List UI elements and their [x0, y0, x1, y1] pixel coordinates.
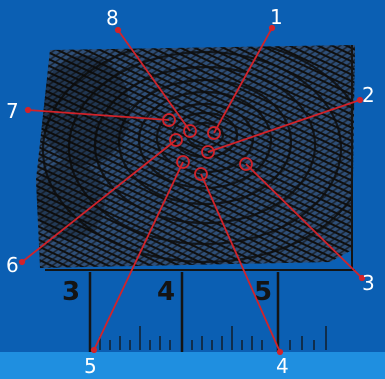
ruler-label-3: 3: [62, 277, 80, 307]
minutia-marker-6: [169, 133, 183, 147]
callout-label-3: 3: [362, 271, 375, 295]
ruler-label-4: 4: [157, 277, 175, 307]
leader-lines: [18, 24, 366, 356]
callout-label-6: 6: [6, 253, 19, 277]
callout-label-4: 4: [276, 354, 289, 378]
leader-line-6: [21, 139, 177, 263]
leader-line-7: [27, 109, 170, 121]
leader-line-2: [207, 99, 361, 153]
leader-line-8: [117, 29, 191, 132]
leader-line-4: [200, 173, 281, 353]
leader-line-3: [245, 163, 363, 279]
callout-label-5: 5: [84, 354, 97, 378]
minutia-marker-4: [194, 167, 208, 181]
bottom-band: [0, 352, 385, 379]
callout-label-7: 7: [6, 99, 19, 123]
leader-line-1: [213, 27, 273, 134]
minutia-marker-8: [183, 124, 197, 138]
minutia-marker-1: [207, 126, 221, 140]
ruler: 3 4 5: [45, 45, 355, 352]
minutiae-markers: [162, 113, 253, 181]
leader-line-5: [93, 161, 184, 351]
ruler-label-5: 5: [254, 277, 272, 307]
fingerprint-image: [36, 45, 355, 268]
callout-label-8: 8: [106, 6, 119, 30]
callout-label-2: 2: [362, 83, 375, 107]
callout-label-1: 1: [270, 5, 283, 29]
minutia-marker-5: [176, 155, 190, 169]
minutia-marker-2: [201, 145, 215, 159]
minutia-marker-3: [239, 157, 253, 171]
